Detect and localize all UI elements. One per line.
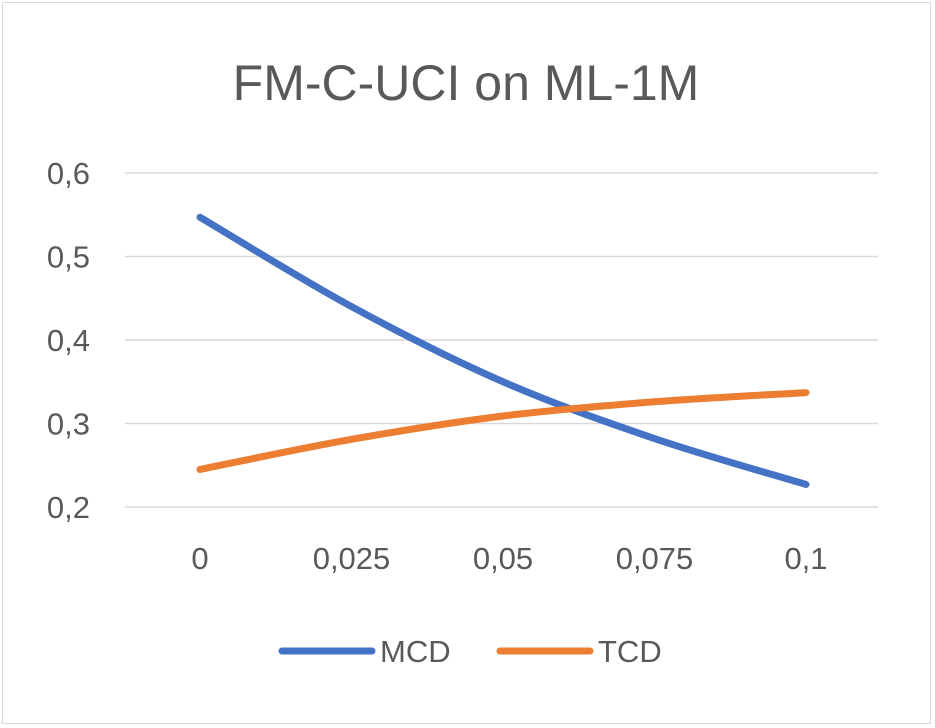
y-tick-label: 0,6 <box>47 156 90 191</box>
x-axis-ticks: 0 0,025 0,05 0,075 0,1 <box>191 541 827 576</box>
legend-label-tcd: TCD <box>598 634 662 669</box>
legend-label-mcd: MCD <box>380 634 451 669</box>
x-tick-label: 0,1 <box>784 541 827 576</box>
y-tick-label: 0,5 <box>47 240 90 275</box>
y-tick-label: 0,4 <box>47 323 90 358</box>
y-tick-label: 0,2 <box>47 490 90 525</box>
chart-title: FM-C-UCI on ML-1M <box>233 55 700 111</box>
gridlines <box>125 172 878 508</box>
legend: MCD TCD <box>278 634 662 669</box>
y-tick-label: 0,3 <box>47 407 90 442</box>
series-line-mcd <box>196 213 810 488</box>
x-tick-label: 0,075 <box>616 541 694 576</box>
series-line-tcd <box>196 389 810 473</box>
x-tick-label: 0 <box>191 541 208 576</box>
series-lines <box>196 213 810 488</box>
x-tick-label: 0,05 <box>473 541 533 576</box>
x-tick-label: 0,025 <box>313 541 391 576</box>
y-axis-ticks: 0,2 0,3 0,4 0,5 0,6 <box>47 156 90 525</box>
